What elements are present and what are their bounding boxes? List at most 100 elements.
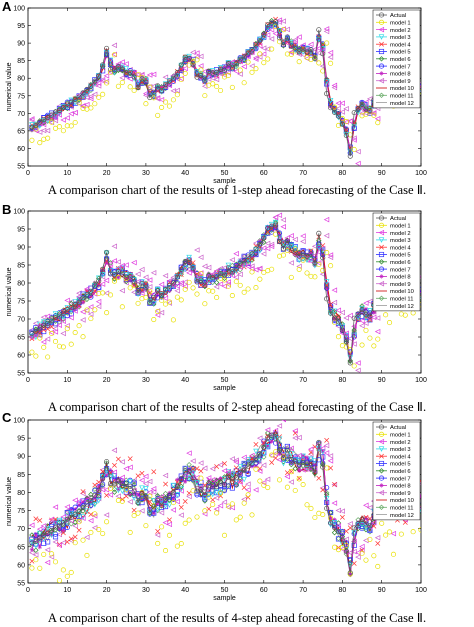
data-point	[245, 59, 251, 65]
data-point	[253, 460, 259, 466]
data-point	[84, 307, 90, 313]
data-point	[324, 286, 329, 291]
data-point	[331, 519, 338, 526]
data-point	[292, 38, 298, 45]
data-point	[245, 54, 251, 59]
data-point	[127, 477, 133, 483]
data-point	[343, 119, 349, 125]
data-point	[316, 230, 322, 236]
data-point	[194, 50, 200, 56]
data-point	[127, 483, 133, 489]
data-point	[45, 320, 51, 326]
data-point	[268, 243, 275, 250]
data-point	[143, 523, 149, 529]
data-point	[179, 67, 184, 72]
data-point	[174, 92, 180, 98]
data-point	[331, 287, 338, 293]
data-point	[37, 123, 43, 129]
data-point	[119, 63, 126, 70]
data-point	[186, 254, 192, 261]
data-point	[178, 280, 184, 286]
data-point	[150, 300, 157, 307]
data-point	[87, 95, 94, 102]
data-point	[269, 460, 275, 465]
data-point	[182, 520, 188, 526]
data-point	[362, 502, 369, 509]
data-point	[359, 101, 365, 107]
data-point	[123, 493, 129, 499]
data-point	[194, 277, 200, 284]
data-point	[265, 484, 271, 491]
data-point	[162, 519, 169, 526]
data-point	[143, 486, 149, 492]
data-point	[60, 567, 66, 573]
data-point	[115, 456, 121, 462]
data-point	[343, 131, 350, 138]
data-point	[304, 257, 310, 264]
data-point	[194, 273, 200, 279]
data-point	[296, 457, 302, 464]
y-tick-label: 100	[13, 6, 25, 13]
legend-label: model 3	[390, 35, 411, 41]
data-point	[68, 510, 74, 517]
data-point	[229, 64, 235, 70]
data-point	[198, 271, 204, 277]
data-point	[273, 226, 278, 231]
data-point	[166, 502, 173, 508]
data-point	[307, 446, 314, 452]
data-point	[162, 74, 169, 80]
data-point	[256, 468, 263, 474]
axis-ticks: 0 10 20 30 40 50 60 70 80 90 100 55 60 65 70 75 80 85 90 95…	[13, 418, 427, 595]
data-point	[375, 540, 381, 546]
data-point	[387, 320, 393, 326]
data-point	[359, 106, 365, 112]
data-point	[139, 500, 145, 506]
data-point	[64, 539, 70, 545]
data-point	[142, 480, 149, 487]
data-point	[273, 23, 279, 30]
data-point	[41, 532, 47, 538]
x-tick-label: 60	[260, 377, 268, 384]
data-point	[52, 329, 59, 335]
data-point	[170, 489, 176, 495]
data-point	[296, 34, 302, 40]
data-point	[88, 288, 94, 294]
data-point	[104, 51, 110, 58]
data-point	[127, 274, 133, 280]
data-point	[52, 520, 59, 527]
data-point	[151, 510, 156, 516]
data-point	[343, 548, 349, 555]
data-point	[288, 51, 294, 57]
x-tick-label: 40	[181, 587, 189, 594]
data-point	[49, 551, 55, 557]
data-point	[296, 49, 302, 55]
data-point	[123, 489, 129, 495]
data-point	[374, 315, 381, 321]
data-point	[107, 66, 114, 72]
legend-marker	[378, 259, 385, 265]
data-point	[284, 245, 291, 252]
data-point	[241, 454, 247, 461]
data-point	[362, 320, 369, 326]
data-point	[194, 480, 200, 486]
data-point	[56, 124, 62, 130]
data-point	[241, 500, 247, 506]
data-point	[155, 497, 161, 503]
data-point	[300, 233, 306, 239]
data-point	[320, 255, 326, 261]
data-point	[355, 521, 361, 527]
data-point	[80, 103, 86, 110]
data-point	[100, 91, 106, 97]
data-point	[64, 326, 70, 332]
data-point	[292, 457, 299, 463]
data-point	[33, 557, 39, 563]
data-point	[123, 487, 129, 493]
data-point	[56, 520, 63, 526]
data-point	[311, 46, 318, 53]
data-point	[308, 456, 314, 462]
data-point	[163, 99, 169, 105]
data-point	[186, 490, 192, 496]
data-point	[202, 508, 208, 514]
data-point	[123, 70, 129, 76]
